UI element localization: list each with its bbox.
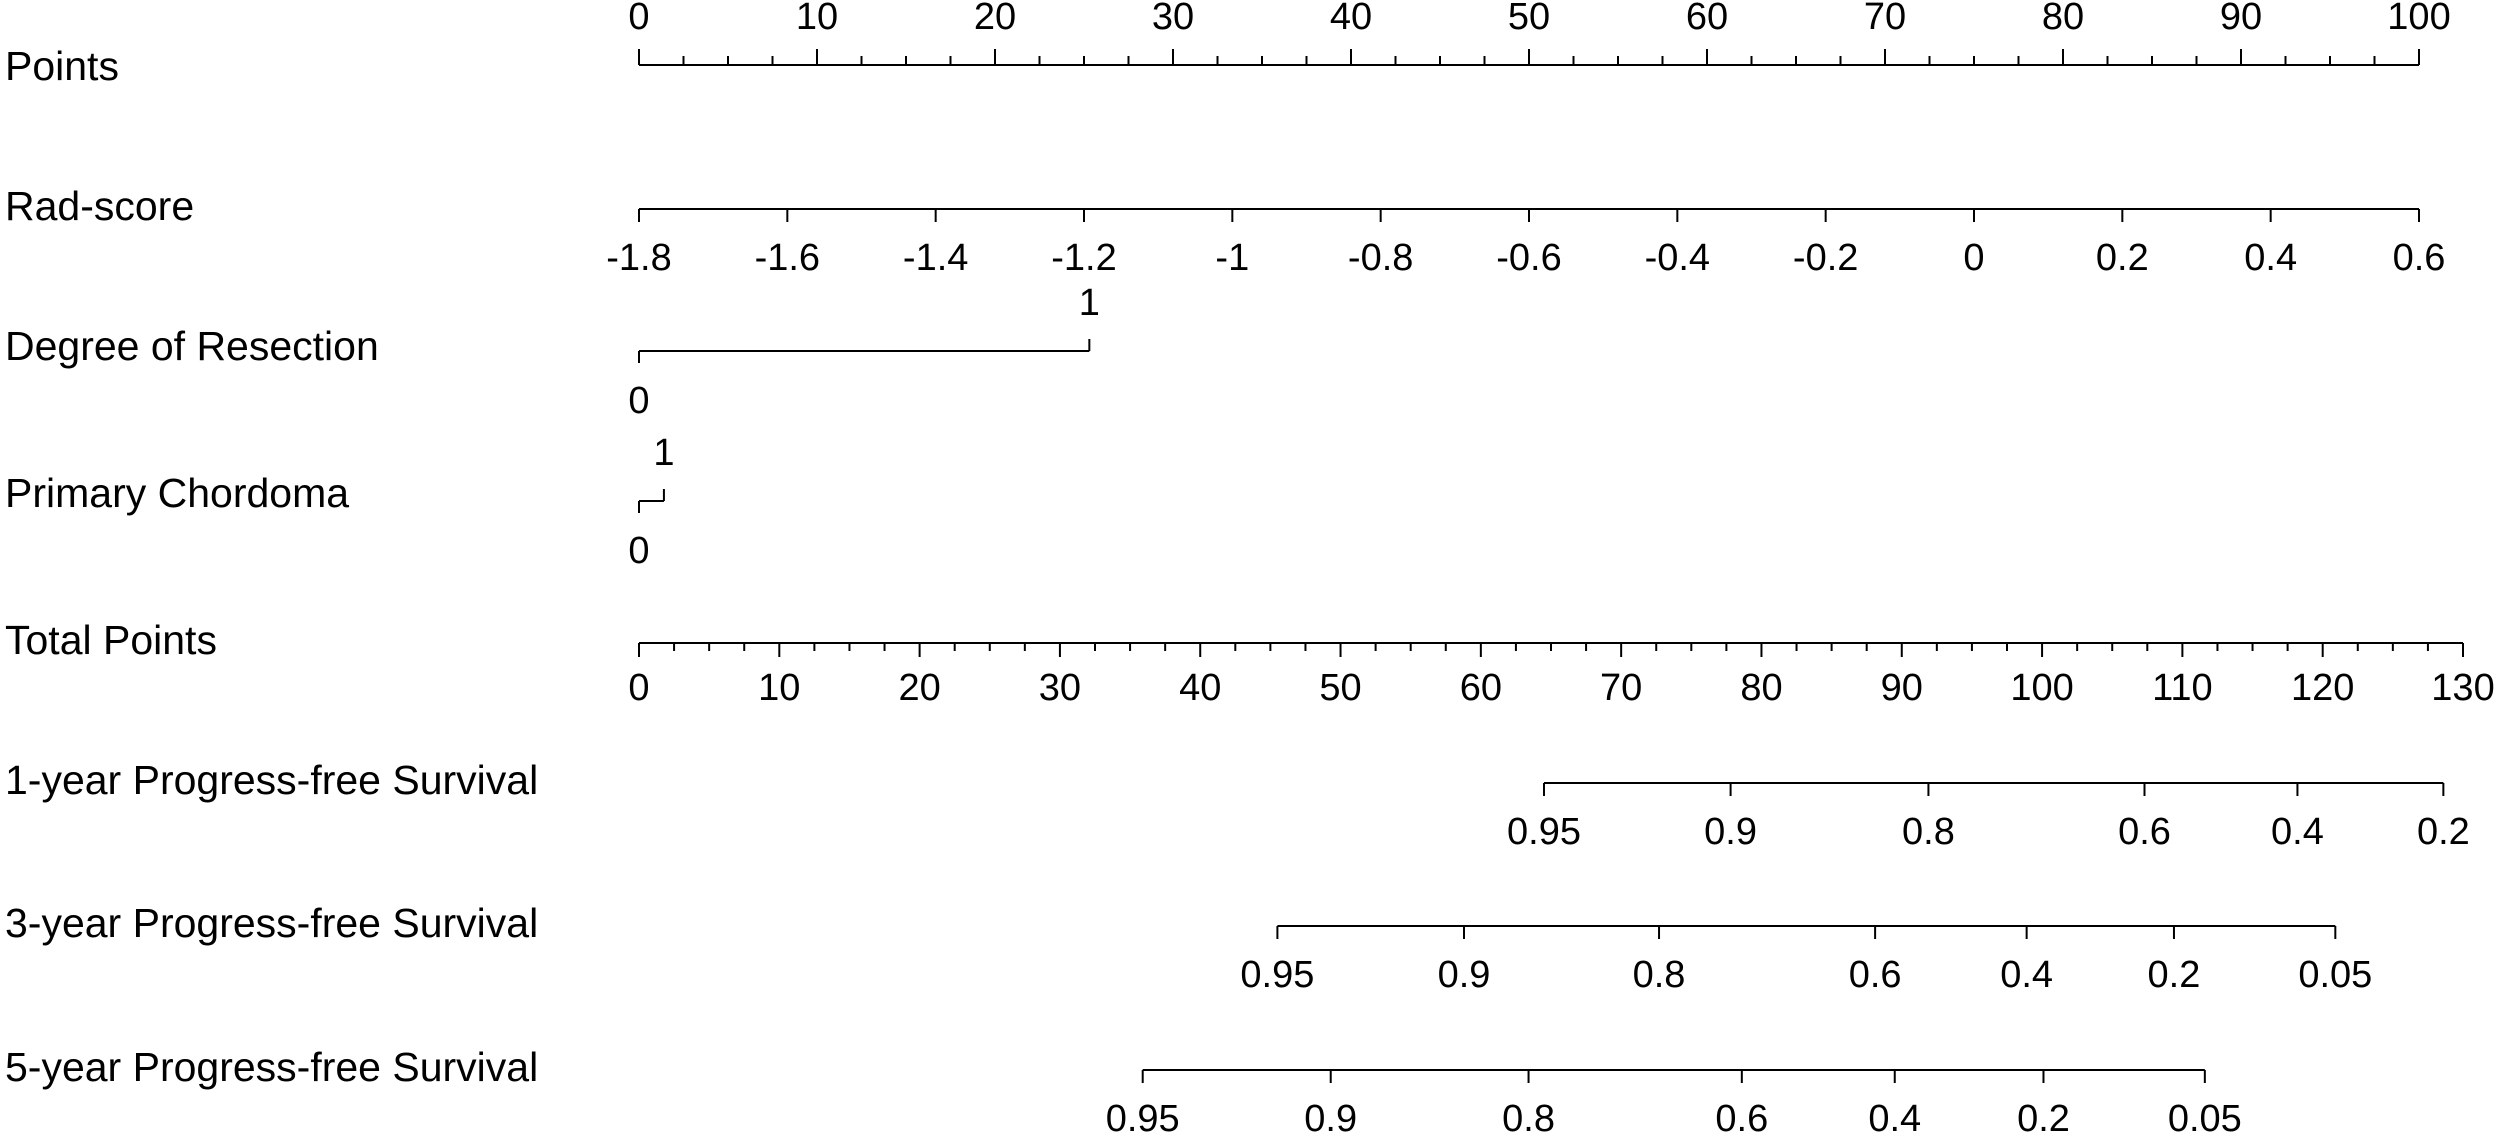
tick-label: 10 <box>796 0 838 38</box>
tick-label: 0.6 <box>2118 811 2171 853</box>
tick-label: 40 <box>1330 0 1372 38</box>
level-label: 1 <box>653 432 674 474</box>
tick-label: 50 <box>1319 667 1361 709</box>
tick-label: 70 <box>1864 0 1906 38</box>
tick-label: 50 <box>1508 0 1550 38</box>
row-label: Rad-score <box>5 183 194 229</box>
tick-label: 20 <box>898 667 940 709</box>
tick-label: 30 <box>1152 0 1194 38</box>
tick-label: 0.2 <box>2096 237 2149 279</box>
tick-label: -0.2 <box>1793 237 1858 279</box>
tick-label: 0.2 <box>2417 811 2470 853</box>
row-label: 5-year Progress-free Survival <box>5 1044 538 1090</box>
tick-label: 0.8 <box>1502 1098 1555 1140</box>
tick-label: 100 <box>2010 667 2073 709</box>
tick-label: 110 <box>2152 667 2213 709</box>
tick-label: 60 <box>1460 667 1502 709</box>
row-label: 3-year Progress-free Survival <box>5 900 538 946</box>
row-label: Total Points <box>5 617 217 663</box>
tick-label: 60 <box>1686 0 1728 38</box>
tick-label: 0.95 <box>1240 954 1314 996</box>
tick-label: 0.05 <box>2298 954 2372 996</box>
tick-label: 0.2 <box>2148 954 2201 996</box>
tick-label: 0.9 <box>1304 1098 1357 1140</box>
tick-label: -1.4 <box>903 237 968 279</box>
tick-label: 80 <box>2042 0 2084 38</box>
tick-label: 0.95 <box>1507 811 1581 853</box>
row-label: Points <box>5 43 119 89</box>
tick-label: 0.8 <box>1633 954 1686 996</box>
tick-label: 90 <box>2220 0 2262 38</box>
tick-label: 0.6 <box>1715 1098 1768 1140</box>
level-label: 0 <box>628 530 649 572</box>
tick-label: -1.2 <box>1051 237 1116 279</box>
tick-label: 0.2 <box>2017 1098 2070 1140</box>
tick-label: 0 <box>1963 237 1984 279</box>
level-label: 1 <box>1079 282 1100 324</box>
tick-label: 0.4 <box>2244 237 2297 279</box>
tick-label: 120 <box>2291 667 2354 709</box>
tick-label: 0.05 <box>2168 1098 2242 1140</box>
row-label: 1-year Progress-free Survival <box>5 757 538 803</box>
tick-label: -0.8 <box>1348 237 1413 279</box>
tick-label: 0.6 <box>1849 954 1902 996</box>
tick-label: 0.8 <box>1902 811 1955 853</box>
tick-label: 100 <box>2387 0 2450 38</box>
tick-label: 20 <box>974 0 1016 38</box>
tick-label: -1 <box>1215 237 1249 279</box>
tick-label: 0 <box>628 667 649 709</box>
tick-label: 0.9 <box>1704 811 1757 853</box>
tick-label: 80 <box>1740 667 1782 709</box>
tick-label: 0.4 <box>2000 954 2053 996</box>
tick-label: 0.9 <box>1438 954 1491 996</box>
tick-label: 0.95 <box>1106 1098 1180 1140</box>
tick-label: -1.6 <box>755 237 820 279</box>
row-label: Degree of Resection <box>5 323 379 369</box>
tick-label: 0.4 <box>1868 1098 1921 1140</box>
row-label: Primary Chordoma <box>5 470 349 516</box>
tick-label: 0.6 <box>2393 237 2446 279</box>
tick-label: 40 <box>1179 667 1221 709</box>
tick-label: -1.8 <box>606 237 671 279</box>
tick-label: -0.4 <box>1645 237 1710 279</box>
tick-label: 30 <box>1039 667 1081 709</box>
level-label: 0 <box>628 380 649 422</box>
tick-label: 70 <box>1600 667 1642 709</box>
tick-label: 0 <box>628 0 649 38</box>
tick-label: 130 <box>2431 667 2494 709</box>
tick-label: -0.6 <box>1496 237 1561 279</box>
tick-label: 0.4 <box>2271 811 2324 853</box>
tick-label: 10 <box>758 667 800 709</box>
tick-label: 90 <box>1881 667 1923 709</box>
